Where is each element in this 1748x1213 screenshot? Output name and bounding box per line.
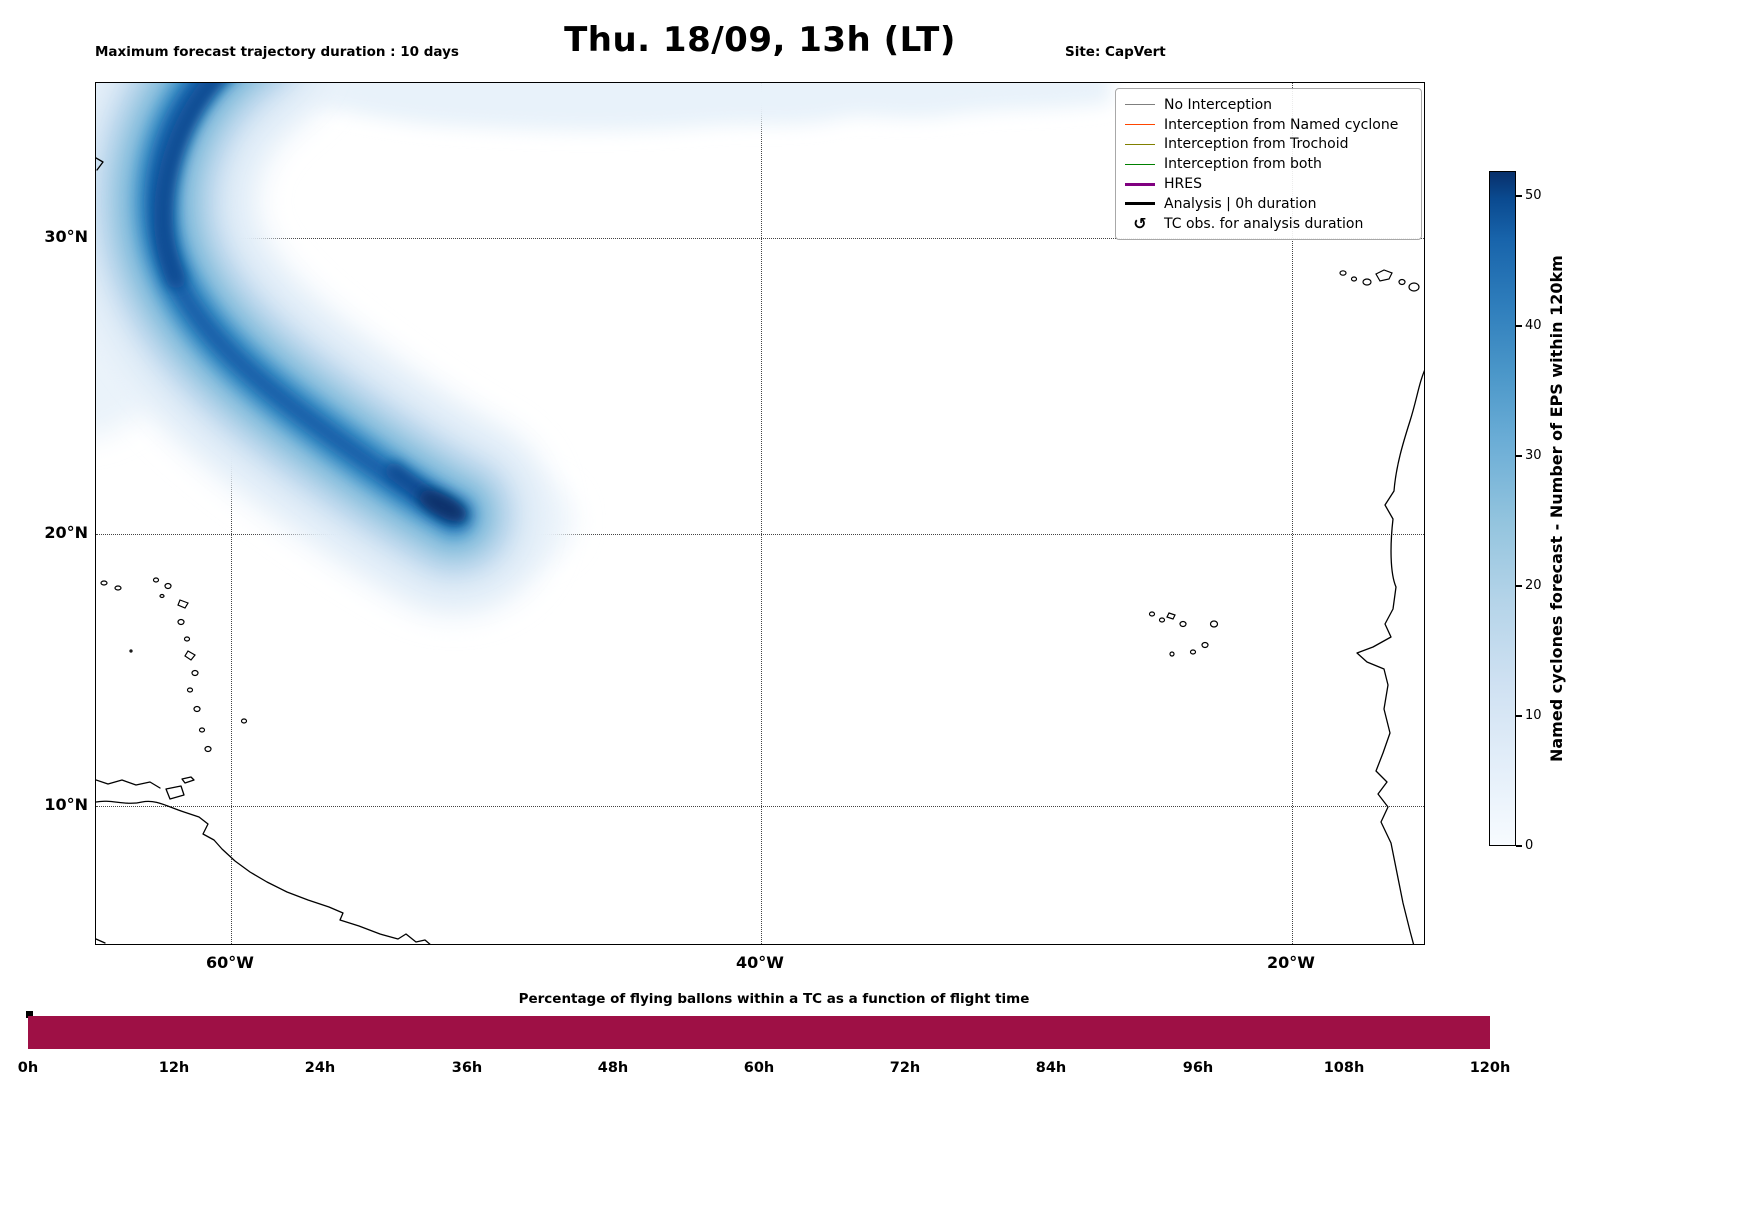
- island-trinidad: [165, 785, 185, 800]
- colorbar-tick: [1516, 715, 1522, 717]
- no-interception-line-sample: [1125, 104, 1155, 106]
- coastline-paria: [96, 779, 161, 789]
- map-legend: No Interception Interception from Named …: [1115, 88, 1422, 240]
- island-tobago: [181, 776, 195, 784]
- map-canvas: [96, 83, 1424, 944]
- legend-item-named-cyclone: Interception from Named cyclone: [1125, 115, 1412, 135]
- gridline-40w: [761, 83, 762, 944]
- xtick-84h: 84h: [1035, 1060, 1067, 1076]
- gridline-30n: [96, 238, 1424, 239]
- legend-item-label: No Interception: [1164, 96, 1273, 113]
- named-cyclone-line-sample: [1125, 124, 1155, 126]
- info-site: Site: CapVert: [1065, 44, 1166, 60]
- bottom-chart-title: Percentage of flying ballons within a TC…: [518, 991, 1030, 1007]
- page-title: Thu. 18/09, 13h (LT): [564, 20, 956, 60]
- legend-item-both: Interception from both: [1125, 154, 1412, 174]
- both-line-sample: [1125, 163, 1155, 165]
- legend-item-label: TC obs. for analysis duration: [1164, 215, 1364, 232]
- gridline-20w: [1292, 83, 1293, 944]
- coast-fragment-left-bottom: [96, 938, 106, 944]
- xtick-72h: 72h: [889, 1060, 921, 1076]
- trochoid-line-sample: [1125, 143, 1155, 145]
- gridline-60w: [231, 83, 232, 944]
- legend-item-label: HRES: [1164, 176, 1202, 193]
- colorbar-tick-label-20: 20: [1525, 578, 1542, 593]
- coastlines: [96, 157, 1424, 944]
- lon-tick-20w: 20°W: [1267, 953, 1315, 972]
- legend-item-label: Interception from Trochoid: [1164, 136, 1349, 153]
- flight-time-bar: [28, 1016, 1490, 1049]
- legend-item-hres: HRES: [1125, 174, 1412, 194]
- lat-tick-20n: 20°N: [44, 523, 88, 542]
- colorbar-gradient: [1489, 171, 1516, 846]
- lat-tick-10n: 10°N: [44, 795, 88, 814]
- colorbar-tick-label-0: 0: [1525, 838, 1534, 853]
- colorbar-title: Named cyclones forecast - Number of EPS …: [1547, 255, 1566, 762]
- colorbar-tick: [1516, 195, 1522, 197]
- eps-density-plume: [96, 83, 1111, 618]
- tc-obs-cyclone-icon: ↺: [1133, 213, 1147, 233]
- islands-cape-verde: [1148, 611, 1219, 657]
- bar-start-tick: [26, 1011, 33, 1018]
- xtick-96h: 96h: [1182, 1060, 1214, 1076]
- colorbar-tick-label-50: 50: [1525, 188, 1542, 203]
- coast-fragment-left-top: [96, 157, 104, 171]
- xtick-24h: 24h: [304, 1060, 336, 1076]
- colorbar-tick: [1516, 845, 1522, 847]
- colorbar-tick: [1516, 455, 1522, 457]
- colorbar-tick: [1516, 585, 1522, 587]
- legend-item-tc-obs: ↺ TC obs. for analysis duration: [1125, 214, 1412, 234]
- gridline-10n: [96, 806, 1424, 807]
- xtick-60h: 60h: [743, 1060, 775, 1076]
- lon-tick-40w: 40°W: [736, 953, 784, 972]
- legend-item-label: Interception from both: [1164, 156, 1322, 173]
- coastline-south-america: [96, 800, 431, 944]
- hres-line-sample: [1125, 182, 1155, 186]
- colorbar-tick-label-10: 10: [1525, 708, 1542, 723]
- xtick-0h: 0h: [17, 1060, 39, 1076]
- xtick-108h: 108h: [1323, 1060, 1365, 1076]
- legend-item-label: Analysis | 0h duration: [1164, 195, 1317, 212]
- legend-item-analysis: Analysis | 0h duration: [1125, 194, 1412, 214]
- islands-canary: [1339, 269, 1420, 292]
- lon-tick-60w: 60°W: [206, 953, 254, 972]
- islands: [100, 269, 1420, 753]
- coastline-africa: [1356, 370, 1424, 944]
- xtick-12h: 12h: [158, 1060, 190, 1076]
- colorbar-tick: [1516, 325, 1522, 327]
- colorbar-tick-label-30: 30: [1525, 448, 1542, 463]
- analysis-line-sample: [1125, 202, 1155, 206]
- colorbar-tick-label-40: 40: [1525, 318, 1542, 333]
- lat-tick-30n: 30°N: [44, 227, 88, 246]
- xtick-48h: 48h: [597, 1060, 629, 1076]
- param-max-duration: Maximum forecast trajectory duration : 1…: [95, 44, 459, 60]
- legend-item-label: Interception from Named cyclone: [1164, 116, 1399, 133]
- xtick-36h: 36h: [451, 1060, 483, 1076]
- legend-item-trochoid: Interception from Trochoid: [1125, 135, 1412, 155]
- xtick-120h: 120h: [1469, 1060, 1511, 1076]
- gridline-20n: [96, 534, 1424, 535]
- map-panel: No Interception Interception from Named …: [95, 82, 1425, 945]
- legend-item-no-interception: No Interception: [1125, 95, 1412, 115]
